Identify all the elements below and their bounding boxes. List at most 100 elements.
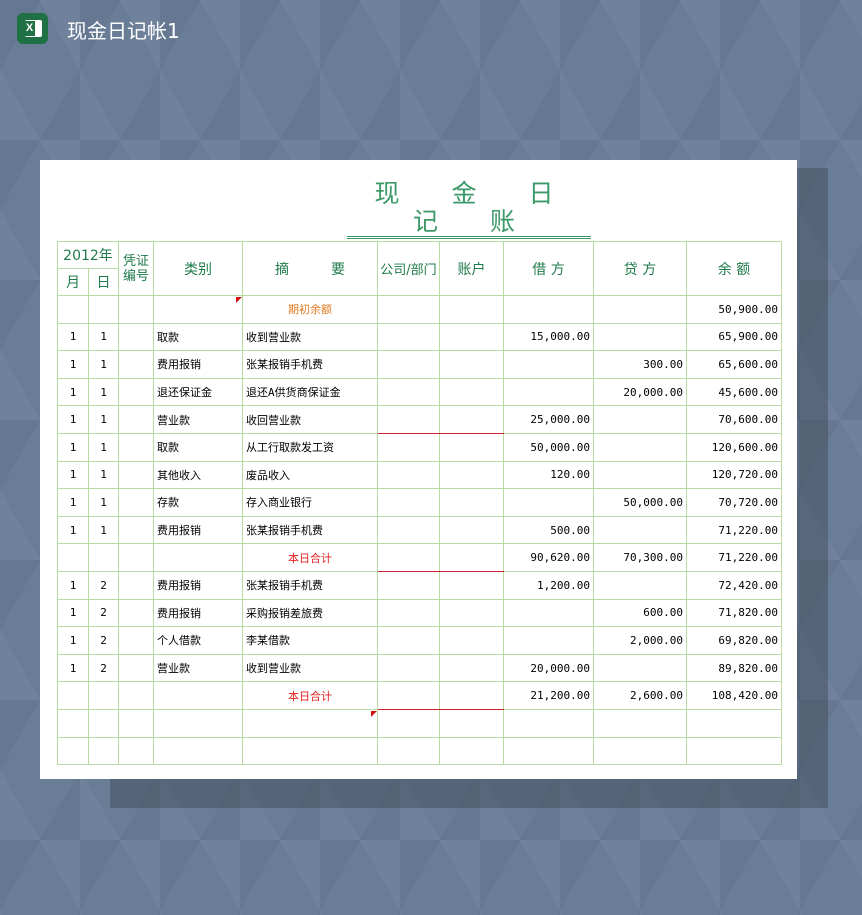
cell-credit[interactable] xyxy=(593,295,687,324)
cell-debit[interactable] xyxy=(503,295,594,324)
cell-d[interactable]: 1 xyxy=(88,432,119,462)
cell-sum[interactable]: 张某报销手机费 xyxy=(242,570,378,600)
cell-d[interactable]: 1 xyxy=(88,460,119,490)
cell-blank[interactable] xyxy=(118,543,154,572)
cell-sum[interactable]: 退还A供货商保证金 xyxy=(242,377,378,407)
cell-m[interactable] xyxy=(57,681,89,710)
cell-sum[interactable]: 李某借款 xyxy=(242,626,378,655)
cell-credit[interactable] xyxy=(593,405,687,434)
cell-sum[interactable]: 张某报销手机费 xyxy=(242,350,378,379)
cell-debit[interactable] xyxy=(503,377,594,407)
cell-blank[interactable] xyxy=(118,295,154,324)
cell-m[interactable]: 1 xyxy=(57,350,89,379)
cell-sum[interactable] xyxy=(242,708,378,738)
cell-bal[interactable]: 50,900.00 xyxy=(686,295,782,324)
cell-blank[interactable] xyxy=(118,322,154,352)
cell-blank[interactable] xyxy=(377,626,440,655)
cell-m[interactable]: 1 xyxy=(57,570,89,600)
cell-blank[interactable] xyxy=(118,570,154,600)
cell-bal[interactable] xyxy=(686,708,782,738)
cell-credit[interactable]: 300.00 xyxy=(593,350,687,379)
cell-blank[interactable] xyxy=(439,460,504,490)
cell-sum[interactable]: 收到营业款 xyxy=(242,653,378,683)
cell-bal[interactable]: 71,220.00 xyxy=(686,543,782,572)
cell-blank[interactable] xyxy=(118,432,154,462)
cell-debit[interactable] xyxy=(503,626,594,655)
cell-bal[interactable]: 45,600.00 xyxy=(686,377,782,407)
cell-blank[interactable] xyxy=(377,708,440,738)
cell-credit[interactable] xyxy=(593,515,687,545)
cell-m[interactable]: 1 xyxy=(57,626,89,655)
cell-blank[interactable] xyxy=(118,460,154,490)
cell-m[interactable] xyxy=(57,708,89,738)
cell-bal[interactable]: 108,420.00 xyxy=(686,681,782,710)
cell-m[interactable]: 1 xyxy=(57,460,89,490)
cell-sum[interactable]: 张某报销手机费 xyxy=(242,515,378,545)
cell-blank[interactable] xyxy=(377,432,440,462)
cell-credit[interactable] xyxy=(593,460,687,490)
cell-m[interactable]: 1 xyxy=(57,432,89,462)
cell-d[interactable] xyxy=(88,295,119,324)
cell-debit[interactable]: 25,000.00 xyxy=(503,405,594,434)
cell-cat[interactable] xyxy=(153,736,243,766)
cell-cat[interactable] xyxy=(153,708,243,738)
cell-sum[interactable]: 收回营业款 xyxy=(242,405,378,434)
cell-blank[interactable] xyxy=(439,515,504,545)
cell-m[interactable]: 1 xyxy=(57,488,89,517)
cell-blank[interactable] xyxy=(118,736,154,766)
cell-m[interactable]: 1 xyxy=(57,598,89,628)
cell-sum[interactable]: 收到营业款 xyxy=(242,322,378,352)
cell-cat[interactable] xyxy=(153,681,243,710)
cell-blank[interactable] xyxy=(439,295,504,324)
cell-d[interactable]: 1 xyxy=(88,350,119,379)
cell-credit[interactable]: 2,600.00 xyxy=(593,681,687,710)
cell-blank[interactable] xyxy=(377,543,440,572)
cell-cat[interactable]: 取款 xyxy=(153,322,243,352)
cell-blank[interactable] xyxy=(377,653,440,683)
cell-debit[interactable]: 1,200.00 xyxy=(503,570,594,600)
cell-blank[interactable] xyxy=(377,322,440,352)
cell-blank[interactable] xyxy=(377,377,440,407)
cell-blank[interactable] xyxy=(377,460,440,490)
cell-m[interactable]: 1 xyxy=(57,405,89,434)
cell-blank[interactable] xyxy=(439,405,504,434)
cell-blank[interactable] xyxy=(439,681,504,710)
cell-debit[interactable]: 120.00 xyxy=(503,460,594,490)
cell-debit[interactable]: 500.00 xyxy=(503,515,594,545)
cell-blank[interactable] xyxy=(439,543,504,572)
cell-blank[interactable] xyxy=(439,570,504,600)
cell-d[interactable] xyxy=(88,708,119,738)
cell-cat[interactable]: 营业款 xyxy=(153,405,243,434)
cell-credit[interactable]: 70,300.00 xyxy=(593,543,687,572)
cell-cat[interactable]: 退还保证金 xyxy=(153,377,243,407)
cell-blank[interactable] xyxy=(439,736,504,766)
cell-blank[interactable] xyxy=(439,626,504,655)
cell-cat[interactable]: 营业款 xyxy=(153,653,243,683)
cell-blank[interactable] xyxy=(118,626,154,655)
cell-sum[interactable]: 存入商业银行 xyxy=(242,488,378,517)
cell-d[interactable]: 1 xyxy=(88,377,119,407)
cell-m[interactable] xyxy=(57,736,89,766)
cell-bal[interactable] xyxy=(686,736,782,766)
cell-blank[interactable] xyxy=(377,488,440,517)
cell-credit[interactable]: 50,000.00 xyxy=(593,488,687,517)
cell-debit[interactable]: 90,620.00 xyxy=(503,543,594,572)
cell-debit[interactable] xyxy=(503,350,594,379)
cell-sum[interactable] xyxy=(242,736,378,766)
cell-credit[interactable] xyxy=(593,708,687,738)
cell-bal[interactable]: 69,820.00 xyxy=(686,626,782,655)
cell-blank[interactable] xyxy=(439,488,504,517)
cell-d[interactable] xyxy=(88,681,119,710)
cell-cat[interactable]: 个人借款 xyxy=(153,626,243,655)
cell-m[interactable] xyxy=(57,543,89,572)
cell-blank[interactable] xyxy=(439,377,504,407)
cell-blank[interactable] xyxy=(118,405,154,434)
cell-bal[interactable]: 120,720.00 xyxy=(686,460,782,490)
cell-bal[interactable]: 89,820.00 xyxy=(686,653,782,683)
cell-d[interactable]: 1 xyxy=(88,322,119,352)
cell-d[interactable]: 2 xyxy=(88,626,119,655)
cell-credit[interactable]: 2,000.00 xyxy=(593,626,687,655)
cell-blank[interactable] xyxy=(118,708,154,738)
cell-m[interactable]: 1 xyxy=(57,653,89,683)
cell-sum[interactable]: 废品收入 xyxy=(242,460,378,490)
